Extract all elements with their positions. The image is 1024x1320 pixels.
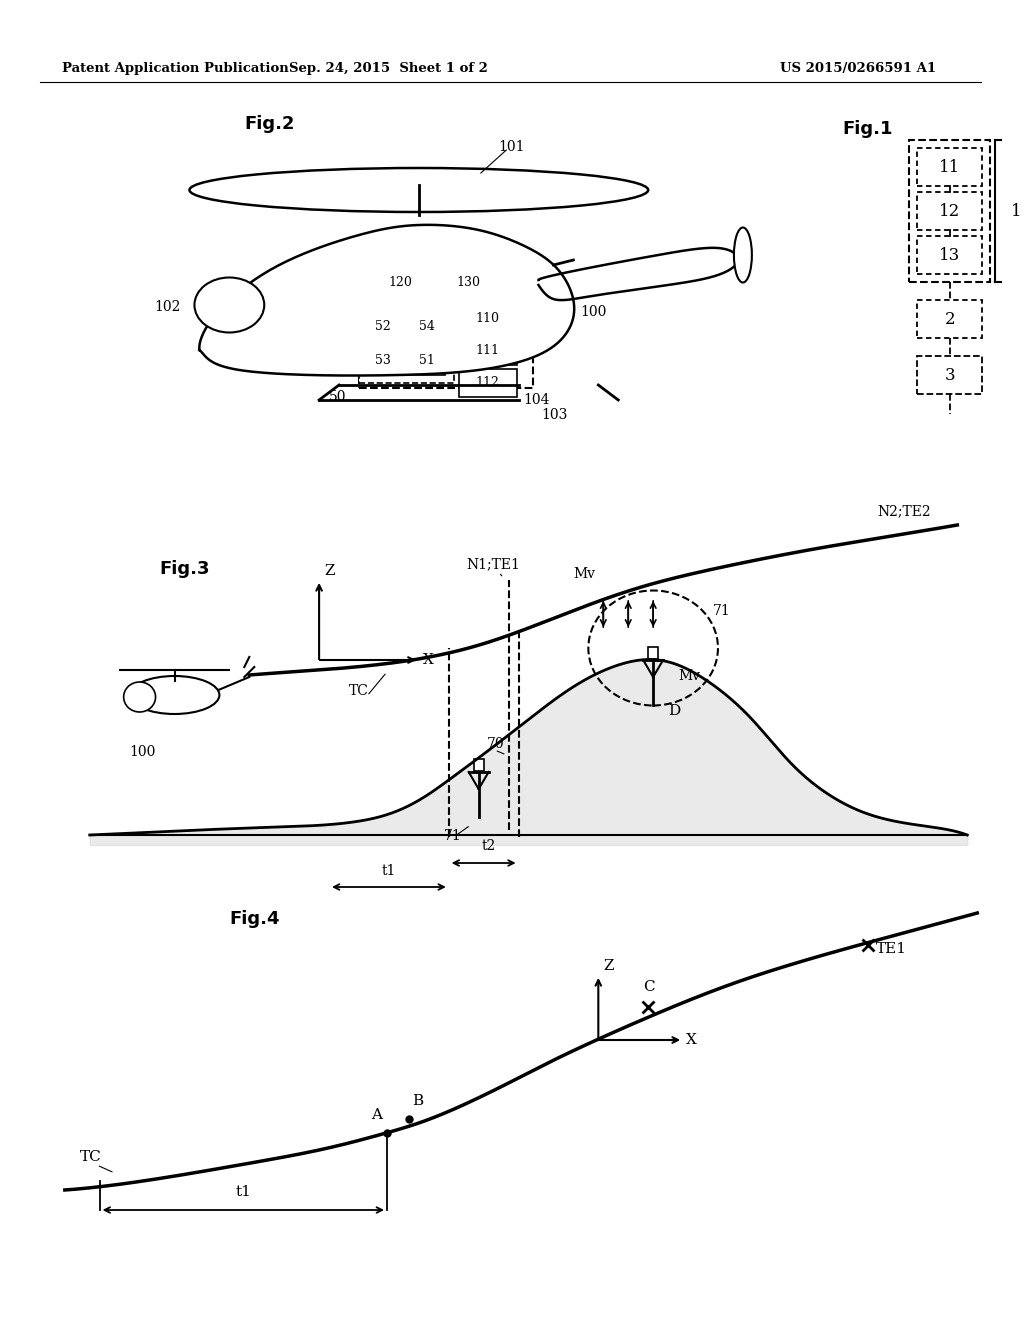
Text: Fig.3: Fig.3 — [160, 560, 210, 578]
Text: t2: t2 — [481, 840, 496, 853]
Text: 53: 53 — [375, 355, 391, 367]
Bar — [474, 759, 483, 771]
Bar — [918, 236, 982, 275]
Ellipse shape — [195, 277, 264, 333]
Bar — [365, 312, 400, 341]
Bar — [909, 140, 990, 282]
Text: Z: Z — [603, 960, 613, 973]
Text: 12: 12 — [939, 202, 961, 219]
Bar — [365, 347, 400, 375]
Text: 1: 1 — [1011, 202, 1022, 219]
Text: 52: 52 — [375, 319, 391, 333]
Text: 100: 100 — [581, 305, 607, 319]
Bar — [359, 305, 454, 383]
Bar — [371, 265, 431, 300]
Text: D: D — [668, 704, 680, 718]
Bar — [648, 647, 658, 659]
Text: 51: 51 — [419, 355, 435, 367]
Text: 120: 120 — [389, 276, 413, 289]
Text: US 2015/0266591 A1: US 2015/0266591 A1 — [779, 62, 936, 75]
Text: 70: 70 — [486, 737, 504, 751]
Polygon shape — [539, 248, 738, 300]
Bar — [459, 370, 516, 397]
Ellipse shape — [124, 682, 156, 711]
Text: 71: 71 — [713, 605, 731, 618]
Text: Fig.2: Fig.2 — [244, 115, 295, 133]
Text: 101: 101 — [499, 140, 525, 154]
Polygon shape — [200, 224, 574, 375]
Text: t1: t1 — [236, 1185, 251, 1199]
Ellipse shape — [734, 227, 752, 282]
Ellipse shape — [189, 168, 648, 213]
Text: TC: TC — [349, 684, 369, 698]
Text: N1;TE1: N1;TE1 — [467, 557, 520, 572]
Text: 130: 130 — [457, 276, 480, 289]
Text: C: C — [643, 979, 654, 994]
Bar — [438, 265, 499, 300]
Text: Z: Z — [324, 564, 335, 578]
Text: 110: 110 — [475, 313, 500, 326]
Bar — [359, 257, 534, 388]
Text: 2: 2 — [944, 310, 955, 327]
Bar — [918, 191, 982, 230]
Text: Mv: Mv — [573, 568, 595, 581]
Text: TE1: TE1 — [876, 942, 906, 956]
Text: 50: 50 — [329, 389, 346, 404]
Text: 112: 112 — [476, 376, 500, 389]
Text: 11: 11 — [939, 158, 961, 176]
Text: 54: 54 — [419, 319, 435, 333]
Bar — [918, 148, 982, 186]
Text: X: X — [686, 1034, 697, 1047]
Text: 103: 103 — [542, 408, 568, 422]
Text: 71: 71 — [443, 829, 462, 843]
Text: N2;TE2: N2;TE2 — [878, 504, 931, 517]
Text: B: B — [412, 1094, 423, 1107]
Text: 100: 100 — [130, 744, 156, 759]
Bar — [409, 347, 444, 375]
Text: TC: TC — [80, 1150, 101, 1164]
Text: 102: 102 — [155, 300, 181, 314]
Text: 104: 104 — [523, 393, 550, 407]
Text: 111: 111 — [475, 345, 500, 358]
Text: X: X — [423, 653, 434, 667]
Bar — [459, 305, 516, 333]
Text: Patent Application Publication: Patent Application Publication — [61, 62, 289, 75]
Text: 13: 13 — [939, 247, 961, 264]
Text: Fig.1: Fig.1 — [843, 120, 893, 139]
Text: t1: t1 — [382, 865, 396, 878]
Bar — [409, 312, 444, 341]
Bar — [918, 356, 982, 393]
Bar — [918, 300, 982, 338]
Text: A: A — [371, 1107, 382, 1122]
Text: Mv: Mv — [678, 669, 700, 682]
Text: Fig.4: Fig.4 — [229, 909, 280, 928]
Ellipse shape — [130, 676, 219, 714]
Text: 3: 3 — [944, 367, 955, 384]
Bar — [459, 337, 516, 366]
Text: Sep. 24, 2015  Sheet 1 of 2: Sep. 24, 2015 Sheet 1 of 2 — [290, 62, 488, 75]
